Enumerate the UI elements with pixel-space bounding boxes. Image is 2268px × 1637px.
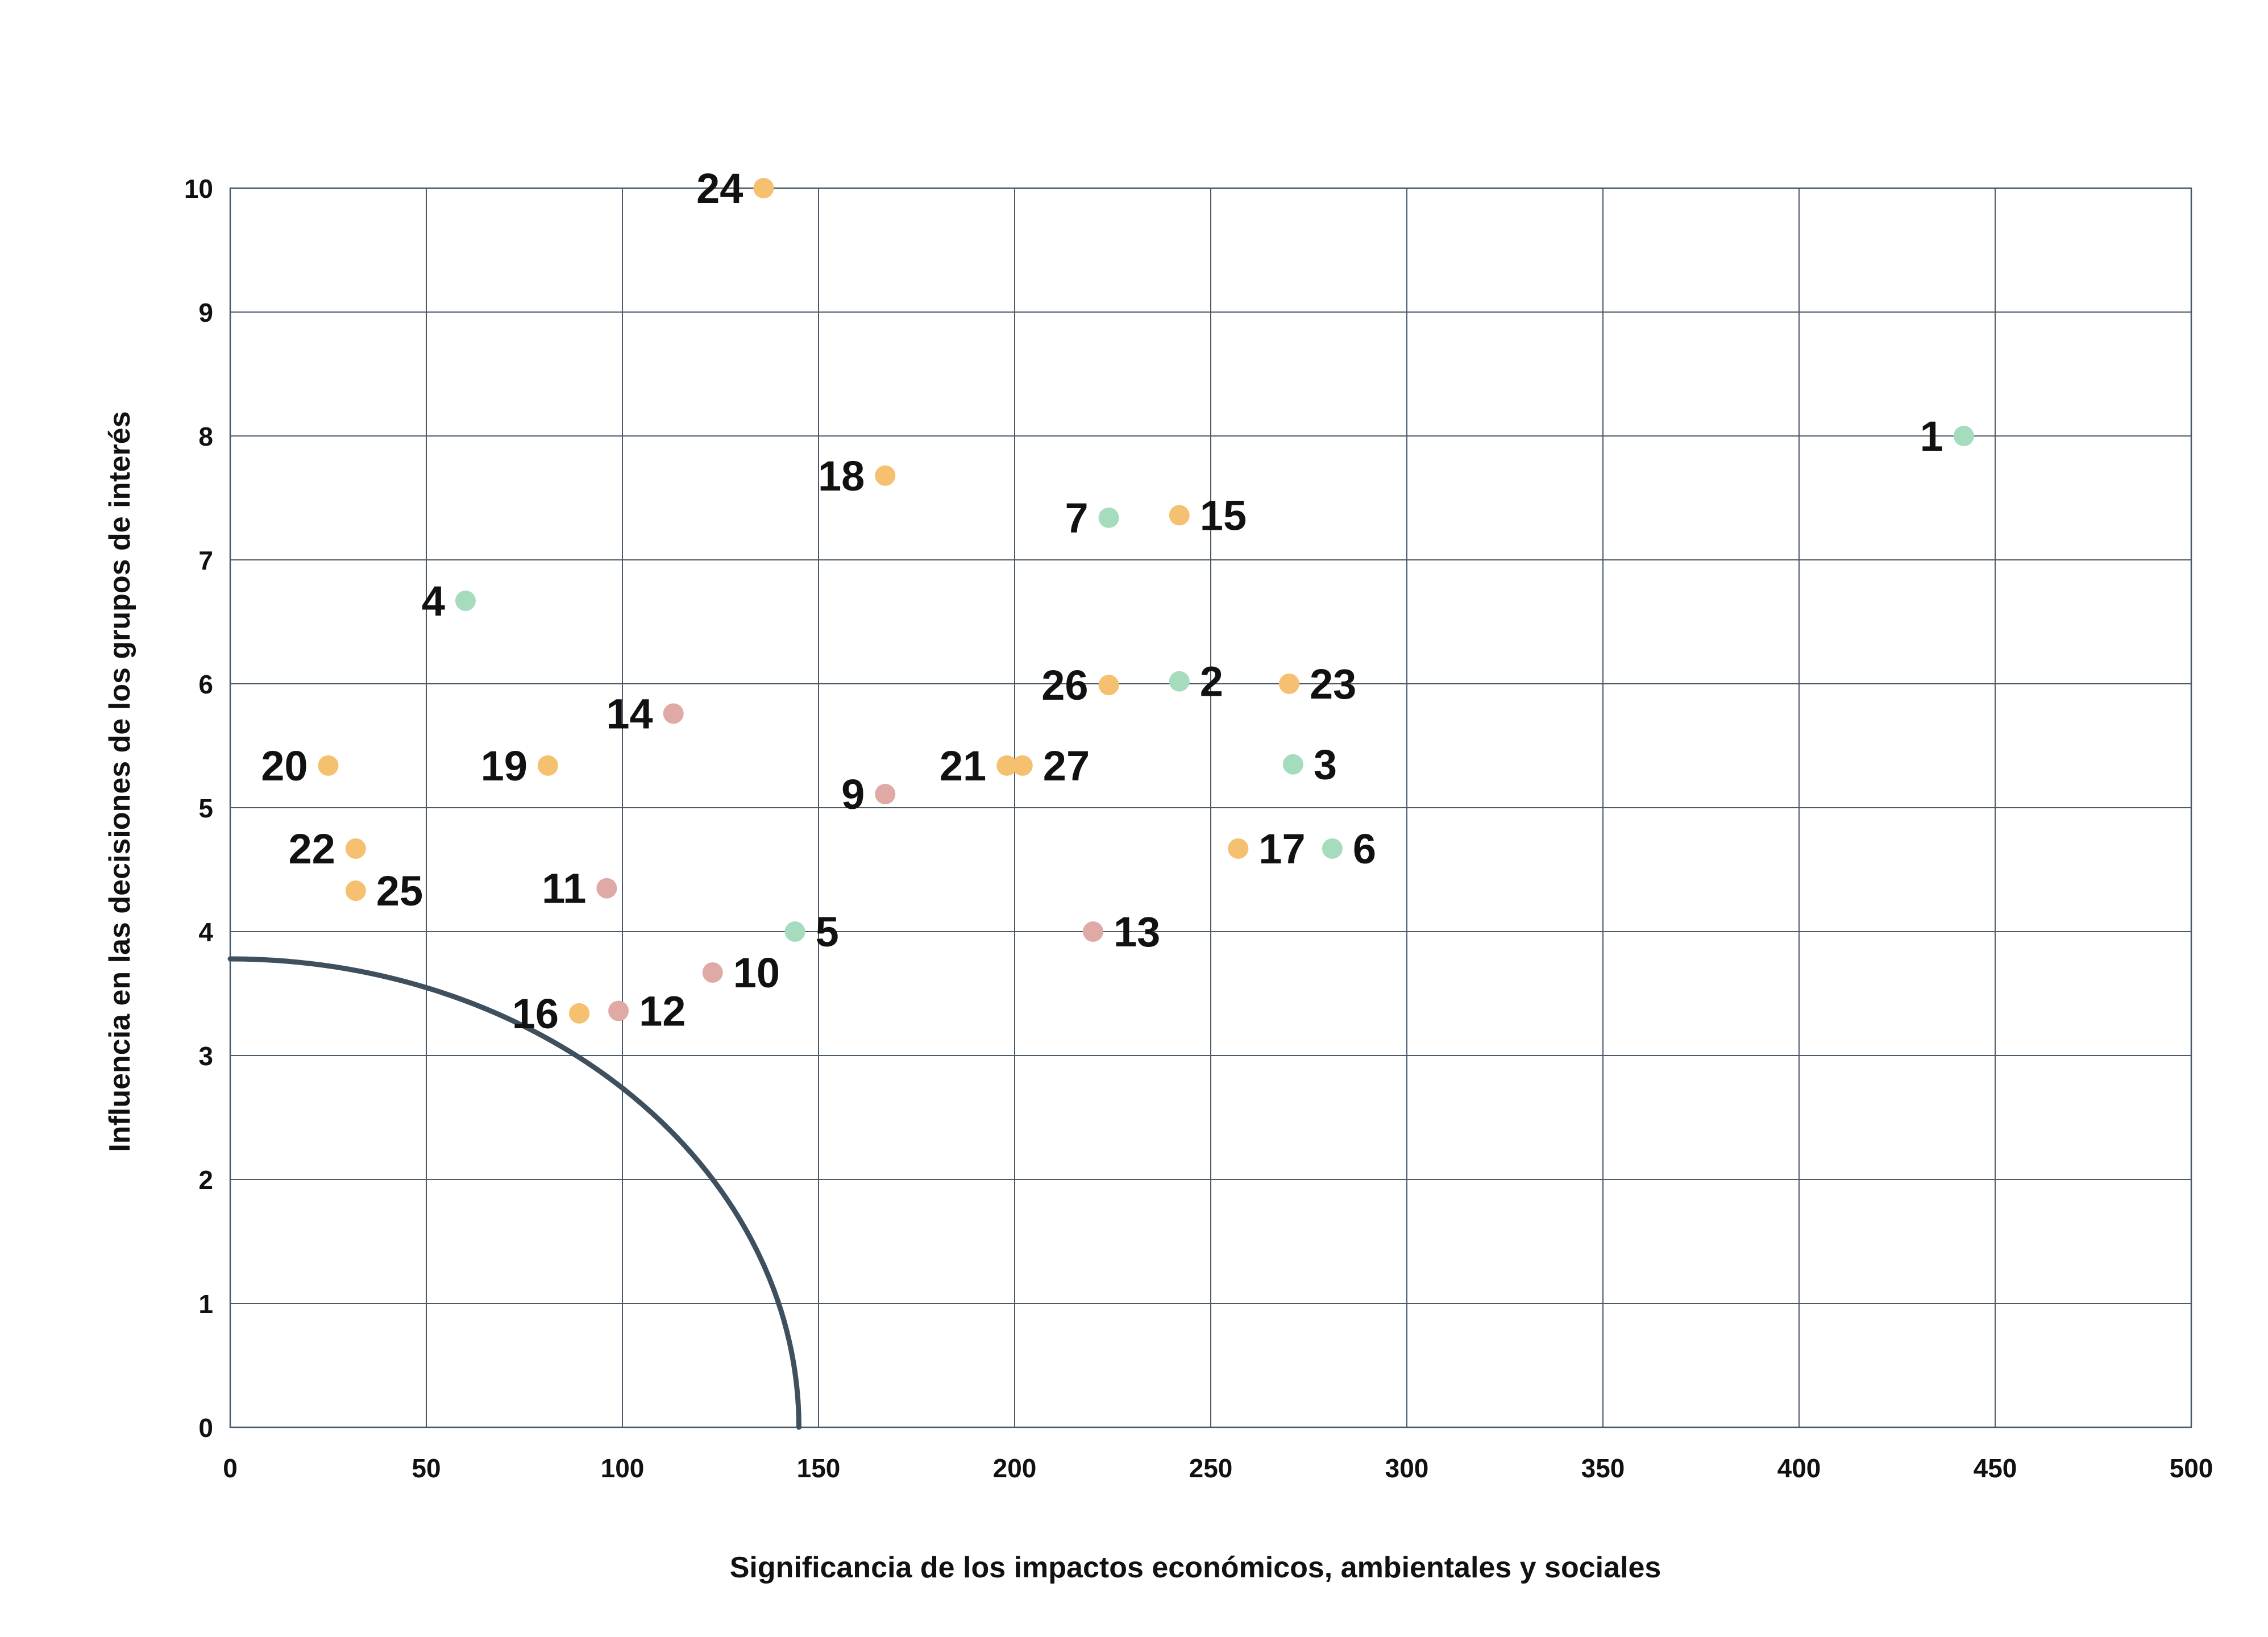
x-tick-label: 400 — [1777, 1453, 1821, 1483]
x-tick-label: 450 — [1974, 1453, 2017, 1483]
point-label-13: 13 — [1114, 908, 1160, 955]
point-label-3: 3 — [1314, 741, 1337, 788]
point-label-18: 18 — [818, 452, 865, 500]
x-tick-label: 500 — [2170, 1453, 2213, 1483]
x-tick-label: 350 — [1581, 1453, 1625, 1483]
data-point-17 — [1228, 838, 1249, 859]
x-tick-label: 100 — [601, 1453, 645, 1483]
y-tick-label: 9 — [198, 298, 213, 327]
point-label-26: 26 — [1041, 662, 1088, 709]
data-point-15 — [1169, 505, 1190, 526]
point-label-12: 12 — [639, 988, 686, 1035]
point-label-10: 10 — [733, 949, 780, 996]
y-tick-label: 4 — [198, 917, 213, 947]
data-point-1 — [1953, 426, 1974, 446]
y-tick-label: 6 — [198, 670, 213, 699]
x-tick-label: 150 — [797, 1453, 841, 1483]
data-point-16 — [569, 1003, 590, 1024]
point-label-9: 9 — [841, 771, 865, 818]
threshold-curve — [227, 956, 801, 1430]
data-point-26 — [1098, 675, 1119, 696]
point-label-23: 23 — [1310, 660, 1356, 708]
data-point-21 — [996, 755, 1017, 776]
data-point-5 — [784, 921, 805, 942]
data-point-19 — [537, 755, 558, 776]
y-axis-title: Influencia en las decisiones de los grup… — [103, 411, 136, 1152]
threshold-curve-layer — [227, 956, 801, 1430]
point-label-1: 1 — [1920, 413, 1943, 460]
data-point-12 — [608, 1000, 629, 1021]
point-label-19: 19 — [481, 742, 527, 790]
data-point-10 — [702, 962, 723, 983]
grid — [229, 187, 2192, 1428]
point-label-15: 15 — [1200, 492, 1247, 539]
point-label-7: 7 — [1065, 495, 1088, 542]
x-tick-label: 200 — [993, 1453, 1037, 1483]
point-label-21: 21 — [940, 742, 986, 790]
point-label-5: 5 — [816, 908, 839, 955]
point-label-14: 14 — [606, 690, 653, 737]
y-tick-label: 3 — [198, 1041, 213, 1071]
y-tick-label: 1 — [198, 1289, 213, 1319]
data-point-23 — [1279, 674, 1299, 694]
point-label-16: 16 — [512, 990, 559, 1037]
data-point-18 — [875, 465, 896, 486]
y-tick-label: 5 — [198, 793, 213, 823]
data-point-22 — [345, 838, 366, 859]
y-tick-label: 7 — [198, 546, 213, 575]
data-point-11 — [596, 878, 617, 899]
point-label-20: 20 — [261, 742, 308, 790]
y-tick-label: 10 — [184, 174, 213, 203]
data-point-25 — [345, 880, 366, 901]
y-tick-label: 0 — [198, 1413, 213, 1443]
point-label-4: 4 — [422, 577, 445, 625]
y-tick-label: 2 — [198, 1165, 213, 1195]
x-tick-label: 50 — [412, 1453, 441, 1483]
data-point-7 — [1098, 507, 1119, 528]
point-label-24: 24 — [696, 165, 743, 212]
x-tick-label: 300 — [1385, 1453, 1429, 1483]
tick-labels: 0 50 100 150 200 250 300 350 400 450 5000123456789… — [184, 174, 2213, 1483]
point-label-25: 25 — [376, 867, 423, 915]
data-point-13 — [1083, 921, 1103, 942]
x-axis-title: Significancia de los impactos económicos… — [730, 1551, 1661, 1584]
point-label-2: 2 — [1200, 658, 1223, 705]
point-label-22: 22 — [288, 825, 335, 872]
x-tick-label: 250 — [1189, 1453, 1233, 1483]
data-point-4 — [455, 590, 476, 611]
data-point-9 — [875, 784, 896, 805]
point-label-27: 27 — [1043, 742, 1090, 790]
point-label-6: 6 — [1353, 825, 1376, 872]
data-point-14 — [663, 703, 684, 724]
data-point-6 — [1322, 838, 1343, 859]
data-point-2 — [1169, 671, 1190, 692]
data-point-20 — [318, 755, 339, 776]
x-tick-label: 0 — [223, 1453, 238, 1483]
plot-frame — [229, 187, 2192, 1428]
y-tick-label: 8 — [198, 422, 213, 451]
data-point-24 — [753, 178, 774, 198]
data-point-27 — [1012, 755, 1033, 776]
point-label-11: 11 — [542, 865, 586, 912]
point-label-17: 17 — [1258, 825, 1305, 872]
data-points — [318, 178, 1974, 1024]
data-point-3 — [1282, 754, 1303, 775]
